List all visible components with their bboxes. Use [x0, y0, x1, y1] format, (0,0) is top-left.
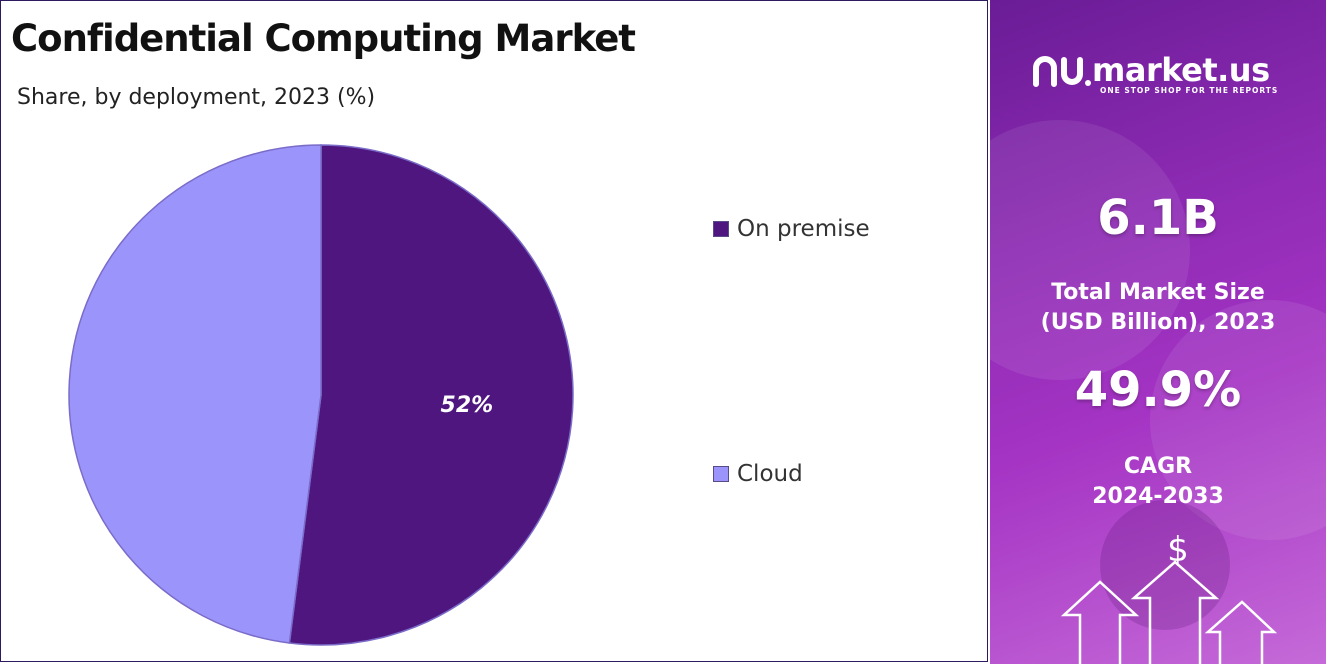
pie-slice-on-premise	[288, 144, 574, 646]
legend-label-on-premise: On premise	[737, 216, 870, 242]
chart-title: Confidential Computing Market	[11, 17, 636, 60]
logo-mark-icon	[1033, 56, 1091, 87]
market-size-label-line2: (USD Billion), 2023	[1040, 310, 1276, 335]
dollar-icon: $	[1167, 530, 1189, 570]
legend-swatch-on-premise	[713, 221, 729, 237]
summary-panel: market.us ONE STOP SHOP FOR THE REPORTS …	[990, 0, 1326, 664]
cagr-value: 49.9%	[1074, 362, 1242, 418]
legend-item-cloud: Cloud	[713, 461, 803, 487]
pie-data-label-on-premise: 52%	[441, 393, 494, 418]
cagr-label-line1: CAGR	[1123, 454, 1193, 479]
chart-subtitle: Share, by deployment, 2023 (%)	[17, 85, 376, 110]
chart-frame: Confidential Computing Market Share, by …	[0, 0, 988, 662]
cagr-label-line2: 2024-2033	[1092, 484, 1224, 509]
logo-tagline: ONE STOP SHOP FOR THE REPORTS	[1100, 86, 1279, 95]
legend-item-on-premise: On premise	[713, 216, 870, 242]
market-us-logo: market.us ONE STOP SHOP FOR THE REPORTS	[1030, 50, 1277, 95]
legend-label-cloud: Cloud	[737, 461, 803, 487]
legend-swatch-cloud	[713, 466, 729, 482]
logo-text: market.us	[1092, 51, 1270, 89]
pie-slice-cloud	[68, 144, 322, 644]
market-size-label-line1: Total Market Size	[1051, 280, 1265, 305]
growth-arrows-icon	[1060, 560, 1278, 664]
pie-chart: 52%	[68, 144, 574, 646]
market-size-value: 6.1B	[1097, 190, 1219, 246]
